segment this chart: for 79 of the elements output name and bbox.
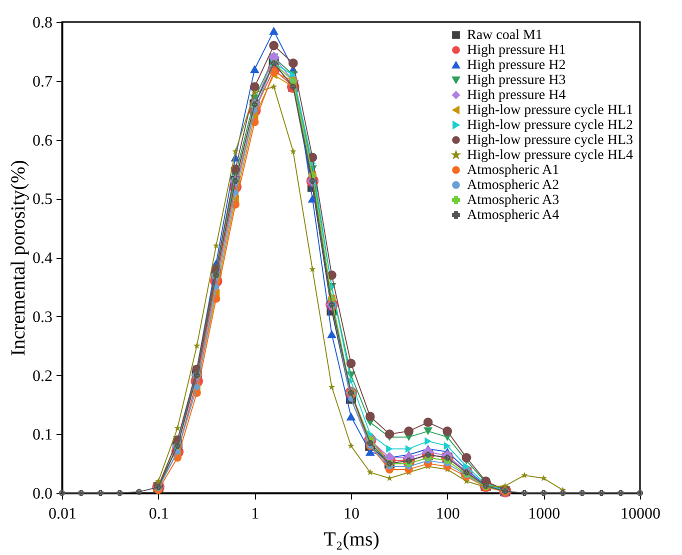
point: [540, 474, 547, 482]
x-axis-title: T₂(ms): [324, 528, 380, 550]
point: [328, 384, 336, 390]
point: [386, 444, 393, 453]
y-tick-label: 0.8: [32, 14, 52, 32]
point: [521, 472, 528, 478]
point: [348, 442, 354, 449]
legend-label: Atmospheric A1: [467, 163, 560, 178]
point: [463, 462, 470, 470]
point: [618, 490, 624, 496]
point: [540, 490, 547, 496]
point: [155, 478, 162, 484]
y-tick-label: 0.6: [32, 132, 52, 150]
legend-label: Atmospheric A3: [467, 193, 560, 208]
point: [444, 442, 451, 450]
y-tick-label: 0.0: [32, 486, 52, 502]
point: [462, 453, 472, 462]
point: [367, 440, 374, 446]
y-tick-label: 0.5: [32, 191, 52, 208]
point: [250, 82, 260, 92]
x-tick-label: 1: [251, 506, 260, 522]
point: [521, 490, 528, 496]
point: [346, 358, 356, 368]
point: [288, 58, 298, 68]
legend-label: High-low pressure cycle HL1: [467, 103, 634, 118]
x-tick-label: 1000: [528, 506, 560, 522]
point: [365, 412, 375, 422]
y-axis-title: Incremental porosity(%): [8, 160, 30, 356]
point: [59, 490, 65, 496]
point: [424, 437, 432, 446]
point: [194, 342, 200, 349]
y-tick-label: 0.2: [32, 368, 52, 385]
point: [290, 148, 296, 154]
legend-label: High-low pressure cycle HL3: [467, 133, 634, 148]
legend-label: High pressure H2: [467, 58, 566, 73]
point: [116, 490, 123, 496]
point: [366, 468, 374, 476]
point: [384, 429, 394, 439]
legend-label: High pressure H3: [467, 73, 566, 88]
point: [346, 412, 356, 420]
y-tick-label: 0.4: [32, 250, 52, 267]
y-tick-label: 0.1: [32, 426, 52, 444]
point: [560, 490, 566, 496]
x-tick-label: 0.01: [48, 506, 76, 522]
point: [405, 444, 412, 453]
legend-label: Raw coal M1: [467, 28, 542, 43]
legend-label: High pressure H4: [467, 88, 566, 103]
point: [309, 266, 316, 272]
point: [136, 488, 142, 495]
point: [327, 330, 336, 338]
point: [269, 40, 278, 50]
point: [442, 426, 452, 436]
point: [423, 418, 433, 428]
legend-label: High-low pressure cycle HL4: [467, 148, 634, 163]
point: [598, 490, 604, 496]
legend-label: Atmospheric A4: [467, 208, 560, 223]
legend-label: Atmospheric A2: [467, 178, 560, 193]
x-tick-label: 10000: [620, 506, 660, 522]
x-tick-label: 10: [344, 506, 360, 522]
point: [270, 83, 278, 90]
point: [404, 426, 414, 436]
x-tick-label: 0.1: [148, 506, 169, 522]
y-tick-label: 0.7: [32, 73, 52, 90]
point: [250, 65, 260, 74]
y-tick-label: 0.3: [32, 308, 52, 326]
point: [78, 490, 84, 496]
point: [269, 26, 278, 35]
point: [251, 89, 258, 96]
point: [174, 424, 181, 432]
point: [98, 490, 104, 496]
point: [579, 490, 586, 496]
legend-label: High-low pressure cycle HL2: [467, 118, 634, 133]
point: [386, 474, 393, 482]
point: [424, 427, 433, 436]
point: [637, 490, 643, 496]
point: [212, 242, 220, 249]
x-tick-label: 100: [436, 506, 460, 522]
legend-label: High pressure H1: [467, 43, 566, 58]
point: [232, 148, 239, 154]
